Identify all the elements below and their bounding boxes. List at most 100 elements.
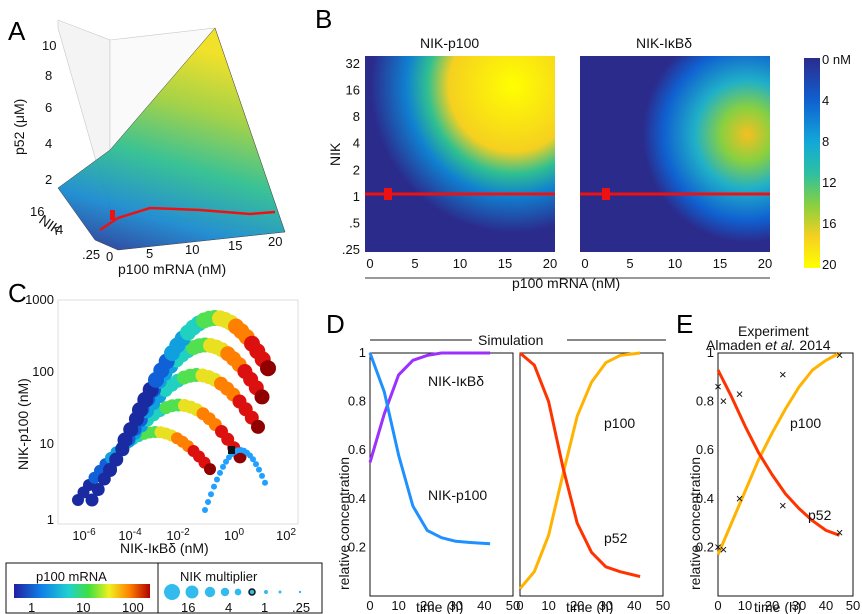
panel-e-title-part: 2014 [796,337,831,353]
panel-b-xtick-left: 10 [453,256,467,271]
panel-d-left-ytick: 0.2 [348,539,366,554]
panel-a-surface [57,27,286,251]
panel-b-letter: B [315,4,332,34]
panel-d-right-xtick: 40 [627,598,641,613]
panel-c-legend-color-tick: 1 [28,600,35,614]
panel-b-ytick: .25 [342,242,360,257]
panel-d-right-xtick: 10 [541,598,555,613]
panel-b-colorbar-tick: 12 [822,175,836,190]
panel-b-red-marker-left [384,188,392,200]
panel-c-xtick: 102 [276,527,296,543]
panel-d-left-ytick: 1 [359,345,366,360]
panel-e-xtick: 50 [846,598,860,613]
panel-d-line-0 [368,351,491,463]
panel-b-ylabel: NIK [327,142,343,166]
panel-e-xtick: 0 [714,598,721,613]
panel-e-marker: × [779,367,787,382]
panel-e-plot: 0 10 20 30 40 500.20.40.60.81××××××× ×××p100p5… [696,345,860,613]
panel-b-xlabel: p100 mRNA (nM) [512,275,620,291]
panel-d-right-frame [519,352,664,597]
panel-c-legend-size-dot [204,586,216,598]
panel-c-legend-size-dot [264,590,268,594]
panel-d-left-ytick: 0.8 [348,394,366,409]
panel-c-yticks: 1 10 100 1000 [25,292,54,527]
panel-d-right-xtick: 0 [516,598,523,613]
panel-e-label-p100: p100 [790,415,821,431]
panel-d-left-ytick: 0.6 [348,442,366,457]
panel-c-point [251,419,265,434]
panel-a-xtick: 10 [185,242,199,257]
panel-c-point [208,491,214,498]
panel-c-legend-size-dot [164,584,180,600]
panel-a-ztick: 10 [42,38,56,53]
panel-b-colorbar-tick: 16 [822,216,836,231]
panel-b-xtick-right: 5 [626,256,633,271]
panel-e-title-part: Almaden [706,337,765,353]
panel-e-experiment: E Experiment Almaden et al. 2014 relativ… [676,309,860,614]
panel-c-point [204,463,216,476]
panel-e-ytick: 0.2 [696,539,714,554]
panel-e-ytick: 1 [707,345,714,360]
panel-e-xlabel: time (h) [754,599,801,614]
panel-b-yticks: 32 16 8 4 2 1 .5 .25 [342,56,360,257]
panel-c-legend-color-tick: 100 [122,600,144,614]
panel-c-point [223,458,229,465]
panel-a-ztick: 2 [45,172,52,187]
panel-c-legend-size-dot [220,587,230,597]
panel-a-ytick: .25 [82,247,100,262]
panel-e-title-part: et al. [765,337,795,353]
panel-c-legend-size-tick: 4 [225,600,232,614]
panel-c-point [259,472,265,479]
panel-a-xlabel: p100 mRNA (nM) [118,261,226,277]
panel-b-xtick-right: 0 [581,256,588,271]
panel-b-colorbar-tick: 0 nM [822,52,851,67]
panel-d-left-frame [369,352,514,597]
panel-c-point [109,452,124,467]
panel-c-point [211,483,217,490]
panel-c-point [91,483,105,496]
panel-e-label-p52: p52 [808,507,832,523]
panel-e-marker: × [720,394,728,409]
panel-b-colorbar-tick: 20 [822,257,836,272]
panel-e-fit-0 [716,351,841,556]
panel-c-ytick: 1000 [25,292,54,307]
panel-e-frame [717,352,854,597]
panel-d-label-nikikbd: NIK-IκBδ [428,373,484,389]
panel-c-legend-color-title: p100 mRNA [36,569,107,584]
panel-c-legend-size-dot [185,585,199,599]
panel-b-ytick: 8 [353,109,360,124]
panel-d-left-plot: 0 10 20 30 40 50 0.2 0.4 0.6 0.8 1 NIK-IκBδ NIK-p100 [348,345,520,613]
panel-b-xtick-left: 0 [366,256,373,271]
panel-d-label-p52: p52 [604,530,628,546]
panel-e-ylabel: relative concentration [687,457,703,590]
panel-e-marker: × [720,542,728,557]
panel-e-marker: × [779,498,787,513]
panel-d-right-plot: 0 10 20 30 40 50 p100 p52 [516,351,670,613]
panel-c-scatter: C 1 10 100 1000 10-6 10-4 10-2 100 102 NIK-p100… [5,278,323,614]
panel-a-ztick: 4 [45,136,52,151]
panel-d-line-3 [519,351,641,579]
panel-a-xtick: 15 [228,238,242,253]
panel-b-heatmap-right [580,56,770,252]
panel-a-ztick: 6 [45,100,52,115]
panel-b-red-marker-right [602,188,610,200]
panel-a-xtick: 20 [268,234,282,249]
panel-e-marker: × [714,539,722,554]
panel-c-point [85,493,99,507]
panel-b-xticks: 0 0 5 5 10 10 15 15 20 20 [366,256,772,271]
panel-c-point [250,456,256,463]
panel-e-fit-1 [716,369,841,537]
panel-d-left-ytick: 0.4 [348,491,366,506]
panel-b-colorbar-tick: 8 [822,134,829,149]
panel-c-legend-size-title: NIK multiplier [180,569,258,584]
panel-c-legend-size-dot-highlight [248,588,256,596]
panel-b-colorbar-tick: 4 [822,93,829,108]
panel-a-red-marker [110,210,115,220]
panel-d-xlabel-left: time (h) [416,599,463,614]
panel-e-marker: × [736,491,744,506]
panel-b-xtick-left: 20 [543,256,557,271]
panel-e-xtick: 10 [738,598,752,613]
panel-b-colorbar [804,58,820,268]
